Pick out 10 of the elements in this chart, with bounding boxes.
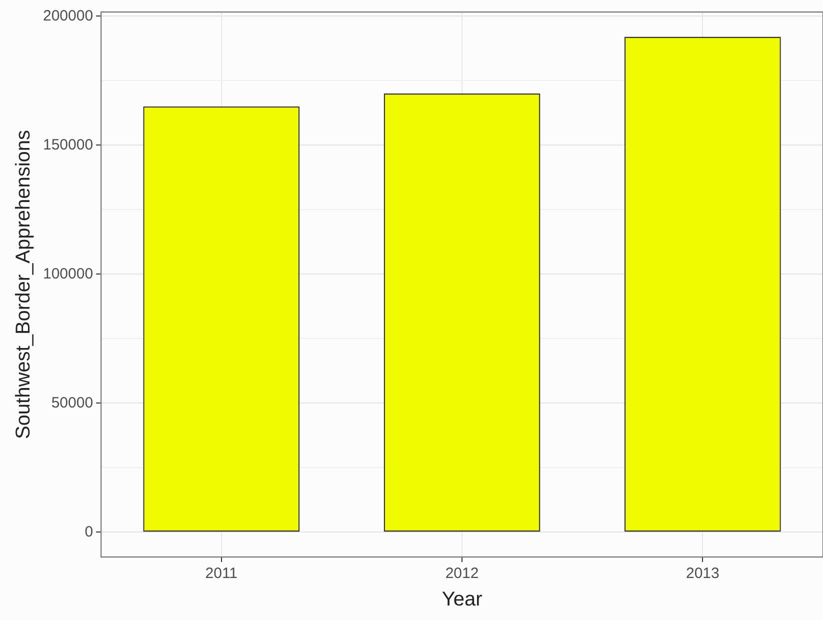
y-tick-label: 150000 [42, 136, 94, 154]
x-tick-label: 2013 [686, 565, 720, 582]
y-tick-label: 100000 [42, 265, 94, 282]
x-axis-title: Year [442, 588, 483, 611]
x-tick-label: 2012 [445, 565, 479, 582]
y-tick-label: 50000 [51, 394, 94, 412]
x-tick-label: 2011 [205, 565, 238, 582]
y-tick-label: 0 [84, 523, 94, 540]
y-axis-title: Southwest_Border_Apprehensions [12, 130, 35, 440]
y-tick-label: 200000 [42, 7, 94, 24]
